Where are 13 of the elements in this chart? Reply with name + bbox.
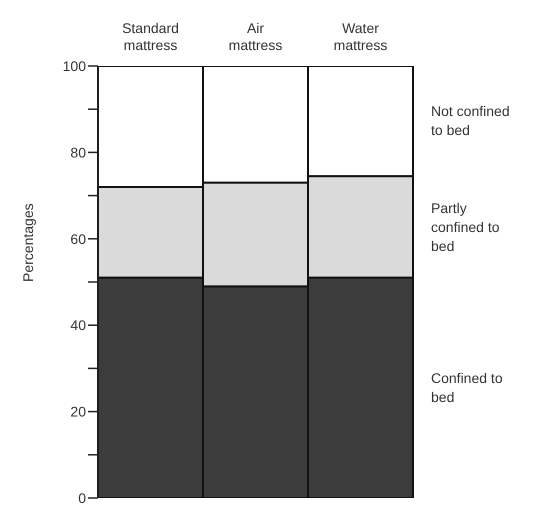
y-axis-title: Percentages: [20, 203, 36, 282]
x-tick-label: Water mattress: [334, 20, 388, 53]
series-label: Not confined to bed: [431, 102, 510, 138]
x-tick-label: Air mattress: [228, 20, 282, 53]
x-tick-label: Standard mattress: [122, 20, 179, 53]
series-label: Partly confined to bed: [431, 200, 500, 254]
y-tick-label: 60: [70, 230, 86, 247]
y-tick-label: 40: [70, 317, 86, 334]
y-tick-label: 80: [70, 144, 86, 160]
y-tick-label: 100: [62, 58, 86, 74]
y-tick-label: 0: [78, 490, 86, 506]
y-tick-label: 20: [70, 404, 86, 420]
series-label: Confined to bed: [431, 370, 503, 405]
